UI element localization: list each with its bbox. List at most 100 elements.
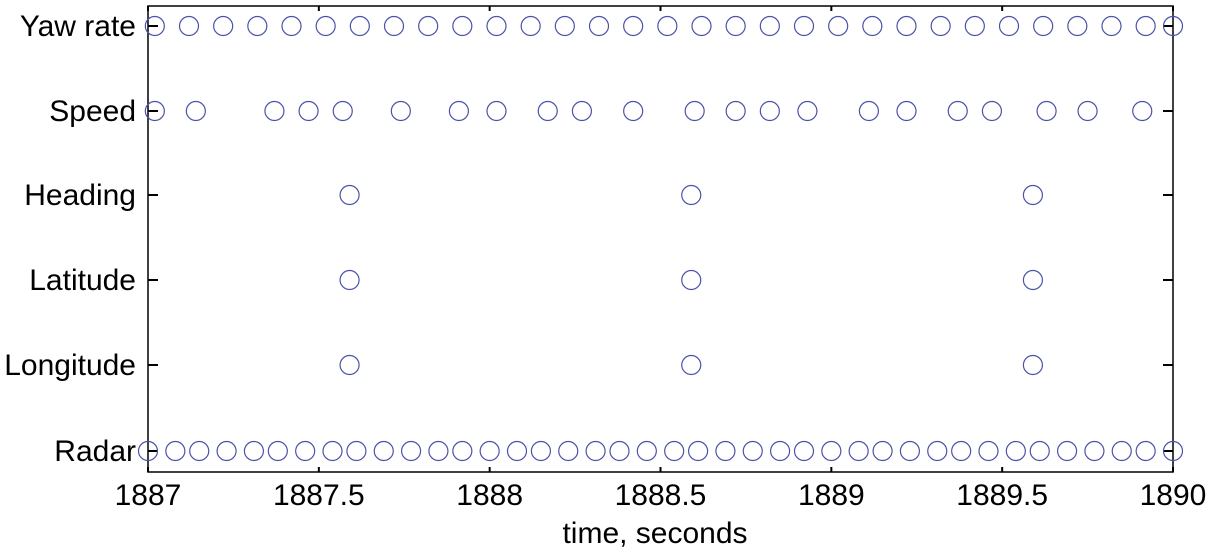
data-point [797, 100, 818, 122]
data-point [896, 15, 917, 37]
data-point [137, 440, 159, 462]
data-point [486, 100, 507, 122]
data-point [664, 440, 685, 462]
data-point [1162, 15, 1184, 37]
data-point [681, 354, 702, 376]
data-point [681, 269, 702, 291]
data-point [681, 184, 702, 206]
data-point [486, 15, 507, 37]
data-point [1056, 440, 1078, 462]
data-point [349, 15, 370, 37]
data-point [759, 15, 780, 37]
data-point [858, 100, 880, 122]
data-point [872, 440, 893, 462]
data-point [558, 440, 579, 462]
data-point [998, 15, 1020, 37]
data-point [828, 15, 849, 37]
data-point [428, 440, 449, 462]
data-point [247, 15, 268, 37]
data-point [588, 15, 610, 37]
data-point [189, 440, 210, 462]
data-point [769, 440, 791, 462]
data-point [298, 100, 319, 122]
data-point [1067, 15, 1088, 37]
x-tick-label: 1888 [456, 479, 523, 512]
data-point [479, 440, 500, 462]
data-point [243, 440, 265, 462]
ticks-layer: 1887 1887.5 1888 1888.5 1889 1889.5 1890 Yaw ra… [4, 6, 1206, 512]
data-point [684, 100, 705, 122]
data-point [1022, 269, 1044, 291]
data-point [981, 100, 1003, 122]
x-tick-label: 1889.5 [956, 479, 1048, 512]
marks-layer [137, 15, 1184, 462]
data-point [691, 15, 712, 37]
y-category-label: Radar [54, 435, 136, 468]
data-point [1077, 100, 1098, 122]
data-point [896, 100, 917, 122]
data-point [585, 440, 606, 462]
data-point [322, 440, 343, 462]
data-point [165, 440, 186, 462]
data-point [339, 269, 360, 291]
data-point [759, 100, 780, 122]
data-point [821, 440, 842, 462]
data-point [332, 100, 353, 122]
data-point [339, 354, 360, 376]
data-point [899, 440, 921, 462]
y-category-label: Longitude [4, 349, 136, 382]
data-point [930, 15, 951, 37]
data-point [418, 15, 439, 37]
data-point [742, 440, 763, 462]
data-point [216, 440, 237, 462]
data-point [339, 184, 360, 206]
data-point [1022, 354, 1044, 376]
data-point [862, 15, 883, 37]
data-point [144, 15, 165, 37]
data-point [185, 100, 206, 122]
data-point [373, 440, 394, 462]
data-point [530, 440, 552, 462]
data-point [715, 440, 736, 462]
data-point [1135, 440, 1156, 462]
data-point [848, 440, 869, 462]
data-point [281, 15, 302, 37]
data-point [383, 15, 405, 37]
data-point [951, 440, 972, 462]
data-point [267, 440, 288, 462]
data-point [725, 15, 746, 37]
data-point [1033, 15, 1054, 37]
data-point [725, 100, 746, 122]
y-category-label: Yaw rate [20, 10, 136, 43]
data-point [390, 100, 411, 122]
data-point [400, 440, 422, 462]
data-point [554, 15, 575, 37]
y-category-label: Latitude [29, 264, 136, 297]
data-point [609, 440, 630, 462]
x-axis-label: time, seconds [562, 517, 747, 550]
data-point [1135, 15, 1156, 37]
data-point [1111, 440, 1132, 462]
data-point [537, 100, 558, 122]
data-point [178, 15, 200, 37]
data-point [295, 440, 316, 462]
data-point [947, 100, 968, 122]
x-tick-label: 1889 [798, 479, 865, 512]
y-category-label: Speed [49, 95, 136, 128]
data-point [1022, 184, 1044, 206]
data-point [623, 15, 644, 37]
x-tick-label: 1890 [1140, 479, 1207, 512]
data-point [571, 100, 593, 122]
data-point [1162, 440, 1184, 462]
data-point [687, 440, 709, 462]
data-point [793, 15, 815, 37]
x-tick-label: 1888.5 [615, 479, 707, 512]
x-tick-label: 1887.5 [273, 479, 365, 512]
data-point [978, 440, 999, 462]
data-point [636, 440, 657, 462]
data-point [1084, 440, 1105, 462]
data-point [927, 440, 948, 462]
data-point [213, 15, 234, 37]
